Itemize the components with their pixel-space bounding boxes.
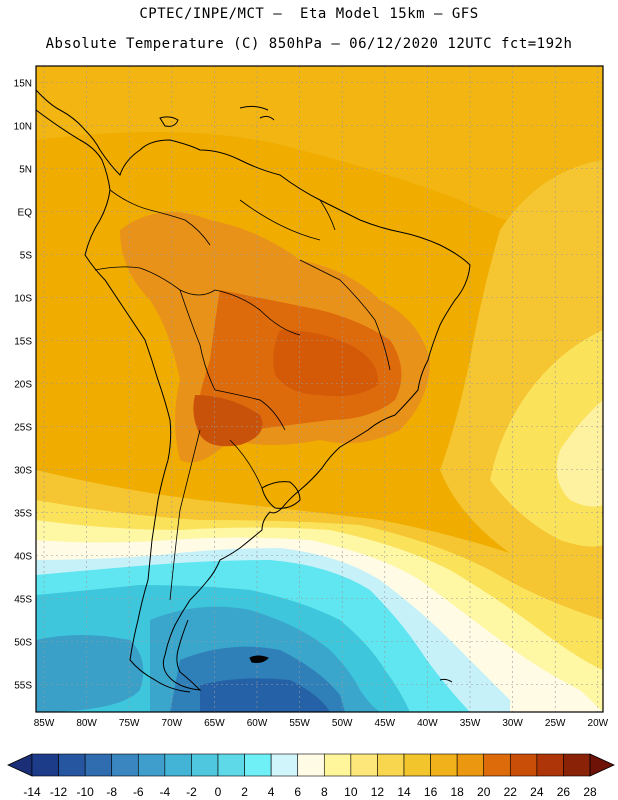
lat-tick-label: 10N (14, 122, 32, 133)
colorbar-tick-label: 24 (530, 785, 544, 799)
chart-subtitle: Absolute Temperature (C) 850hPa – 06/12/… (45, 36, 573, 52)
colorbar-swatch (483, 753, 511, 777)
colorbar-tick-label: 6 (294, 785, 301, 799)
lat-tick-label: 30S (14, 466, 32, 477)
lon-tick-label: 80W (76, 718, 97, 729)
chart-title: CPTEC/INPE/MCT – Eta Model 15km – GFS (139, 6, 479, 22)
lat-tick-label: 25S (14, 423, 32, 434)
colorbar-swatch (509, 753, 538, 777)
colorbar-tick-label: -6 (133, 785, 144, 799)
lat-tick-label: 20S (14, 380, 32, 391)
lon-tick-label: 45W (375, 718, 396, 729)
colorbar-swatch (137, 753, 166, 777)
lat-tick-label: 45S (14, 595, 32, 606)
colorbar-swatch (563, 753, 591, 777)
colorbar-tick-label: 8 (321, 785, 328, 799)
lon-tick-label: 20W (588, 718, 609, 729)
colorbar-swatch (164, 753, 192, 777)
lon-tick-label: 70W (162, 718, 183, 729)
colorbar-swatch (244, 753, 272, 777)
lat-tick-label: 15N (14, 79, 32, 90)
colorbar-tick-label: -8 (106, 785, 117, 799)
colorbar-swatch (84, 753, 113, 777)
colorbar-tick-label: 20 (477, 785, 491, 799)
colorbar-arrow-low (7, 753, 33, 777)
lon-tick-label: 55W (289, 718, 310, 729)
lon-tick-label: 35W (460, 718, 481, 729)
temperature-field (36, 66, 603, 712)
lat-tick-label: 50S (14, 638, 32, 649)
map-border (35, 65, 604, 713)
colorbar-tick-label: -14 (23, 785, 41, 799)
colorbar-swatch (430, 753, 458, 777)
colorbar-tick-label: 16 (424, 785, 438, 799)
country-borders (94, 189, 391, 601)
colorbar-swatch (323, 753, 352, 777)
lon-tick-label: 25W (545, 718, 566, 729)
cold-west (36, 635, 144, 712)
colorbar-swatch (536, 753, 564, 777)
colorbar-swatch (350, 753, 378, 777)
colorbar-swatch (377, 753, 405, 777)
colorbar-tick-label: -12 (50, 785, 68, 799)
lat-tick-label: 5N (19, 165, 32, 176)
colorbar-arrow-high (589, 753, 615, 777)
colorbar-tick-label: 12 (371, 785, 385, 799)
colorbar-tick-label: 2 (241, 785, 248, 799)
colorbar: -14 -12 -10 -8 -6 -4 -2 0 2 4 6 8 10 12 14 16 18 20 22 24 26… (7, 753, 615, 799)
lat-tick-label: 40S (14, 552, 32, 563)
colorbar-swatch (270, 753, 299, 777)
lon-tick-label: 75W (119, 718, 140, 729)
lon-tick-label: 50W (332, 718, 353, 729)
colorbar-swatch (31, 753, 59, 777)
colorbar-swatch (403, 753, 431, 777)
south-hot-spot (193, 395, 263, 447)
colorbar-swatch (111, 753, 139, 777)
colorbar-tick-label: 26 (557, 785, 571, 799)
lat-tick-label: 5S (20, 251, 33, 262)
colorbar-tick-label: -4 (160, 785, 171, 799)
colorbar-tick-label: -2 (186, 785, 197, 799)
colorbar-tick-label: -10 (76, 785, 94, 799)
colorbar-swatch (297, 753, 325, 777)
colorbar-swatch (456, 753, 485, 777)
lat-tick-label: 35S (14, 509, 32, 520)
cold-band-m10 (200, 678, 330, 712)
north-band (36, 66, 603, 250)
colorbar-tick-label: 18 (450, 785, 464, 799)
lon-tick-label: 60W (247, 718, 268, 729)
lon-tick-label: 85W (34, 718, 55, 729)
lon-tick-label: 65W (204, 718, 225, 729)
colorbar-tick-label: 4 (268, 785, 275, 799)
colorbar-swatch (58, 753, 86, 777)
lat-tick-label: 55S (14, 681, 32, 692)
colorbar-swatch (191, 753, 219, 777)
colorbar-tick-label: 22 (504, 785, 518, 799)
lon-tick-label: 30W (502, 718, 523, 729)
axis-labels: 15N 10N 5N EQ 5S 10S 15S 20S 25S 30S 35S 40S 45S 50S 5… (14, 79, 609, 730)
colorbar-tick-label: 28 (583, 785, 597, 799)
lon-tick-label: 40W (417, 718, 438, 729)
colorbar-tick-label: 10 (344, 785, 358, 799)
colorbar-tick-label: 14 (397, 785, 411, 799)
colorbar-tick-label: 0 (215, 785, 222, 799)
lat-tick-label: 15S (14, 337, 32, 348)
colorbar-swatch (217, 753, 245, 777)
lat-tick-label: 10S (14, 294, 32, 305)
lat-tick-label: EQ (18, 208, 33, 219)
